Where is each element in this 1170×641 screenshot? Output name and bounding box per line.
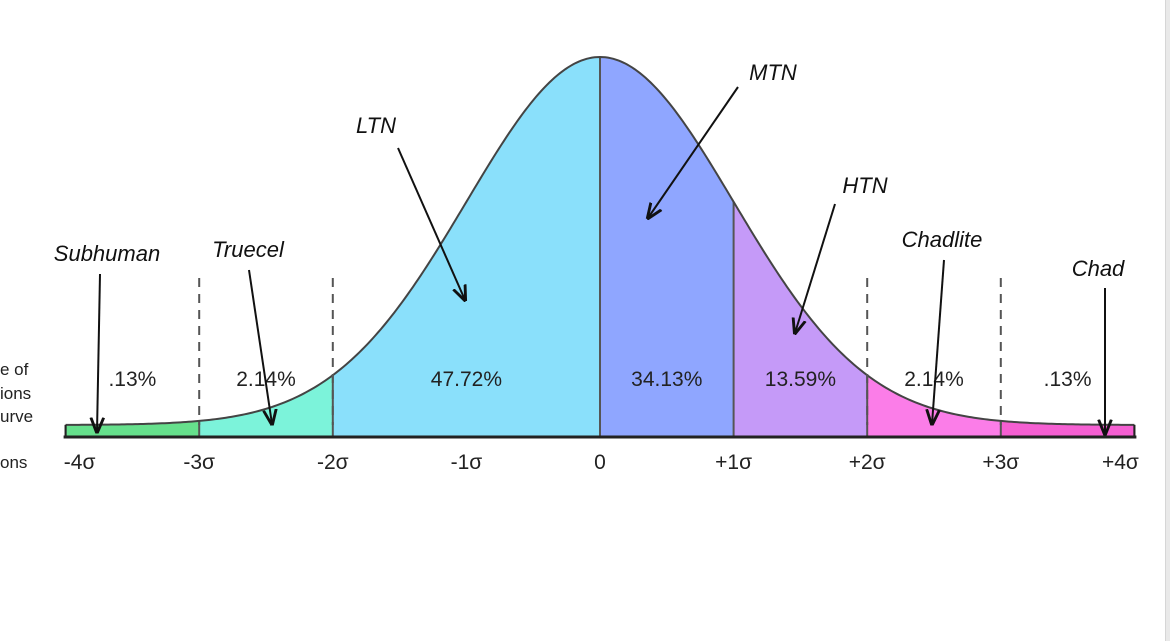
x-tick-label-4: 0 <box>594 451 606 474</box>
x-tick-label-5: +1σ <box>715 451 752 474</box>
region-percent-label-5: 2.14% <box>904 368 964 391</box>
dashed-markers <box>198 278 1002 425</box>
region-dividers <box>64 57 1136 437</box>
annotation-arrow-truecel <box>248 269 272 424</box>
annotation-label-htn: HTN <box>842 173 887 198</box>
x-tick-labels: -4σ -3σ -2σ -1σ 0 +1σ +2σ +3σ +4σ <box>64 451 1139 474</box>
region-percent-labels: .13%2.14%47.72%34.13%13.59%2.14%.13% <box>108 368 1091 391</box>
annotation-label-chadlite: Chadlite <box>902 227 983 252</box>
bell-curve-outline <box>65 55 1135 426</box>
scrollbar-edge <box>1165 0 1170 641</box>
annotation-label-chad: Chad <box>1072 256 1125 281</box>
x-tick-label-2: -2σ <box>317 451 349 474</box>
annotation-arrow-subhuman <box>97 273 100 432</box>
region-percent-label-2: 47.72% <box>431 368 502 391</box>
x-tick-label-6: +2σ <box>849 451 886 474</box>
x-tick-label-1: -3σ <box>183 451 215 474</box>
region-fill-3 <box>600 57 734 437</box>
annotation-label-ltn: LTN <box>356 113 396 138</box>
annotation-arrow-htn <box>795 203 836 333</box>
region-percent-label-0: .13% <box>108 368 156 391</box>
annotation-arrow-ltn <box>397 147 465 300</box>
region-fill-2 <box>332 57 600 437</box>
region-fill-4 <box>733 201 868 437</box>
cropped-side-label-0: e of <box>0 360 29 379</box>
annotation-label-truecel: Truecel <box>212 237 285 262</box>
x-tick-label-7: +3σ <box>982 451 1019 474</box>
x-axis <box>63 424 1137 439</box>
cropped-side-label-2: urve <box>0 407 33 426</box>
annotation-label-mtn: MTN <box>749 60 797 85</box>
region-fill-5 <box>867 375 1001 437</box>
cropped-side-labels: e of ions urve ons <box>0 360 33 472</box>
x-tick-label-0: -4σ <box>64 451 96 474</box>
x-tick-label-8: +4σ <box>1102 451 1139 474</box>
cropped-side-label-3: ons <box>0 453 27 472</box>
region-fill-1 <box>199 375 333 437</box>
region-percent-label-6: .13% <box>1044 368 1092 391</box>
x-tick-label-3: -1σ <box>451 451 483 474</box>
cropped-side-label-1: ions <box>0 384 31 403</box>
annotation-arrow-chadlite <box>932 259 945 424</box>
annotation-arrow-mtn <box>648 86 739 218</box>
category-annotations: Subhuman Truecel LTN MTN HTN Chadlite Chad <box>54 60 1125 434</box>
region-percent-label-3: 34.13% <box>631 368 702 391</box>
region-percent-label-4: 13.59% <box>765 368 836 391</box>
annotation-label-subhuman: Subhuman <box>54 241 160 266</box>
